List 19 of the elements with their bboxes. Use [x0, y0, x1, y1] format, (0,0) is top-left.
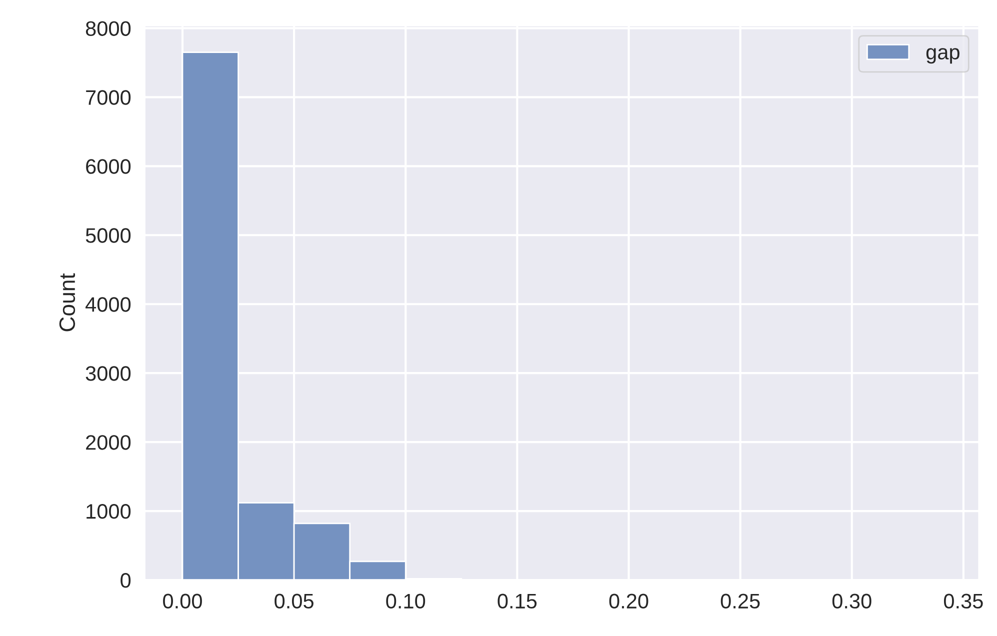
y-tick-label: 3000 [86, 366, 131, 381]
x-tick-label: 0.35 [944, 594, 983, 609]
y-tick-label: 4000 [86, 297, 131, 312]
y-tick-label: 5000 [86, 228, 131, 243]
x-tick-label: 0.10 [386, 594, 426, 609]
y-tick-label: 8000 [86, 21, 131, 36]
y-tick-label: 7000 [86, 90, 131, 105]
y-axis-title: Count [59, 273, 76, 332]
x-tick-label: 0.05 [274, 594, 314, 609]
y-tick-label: 2000 [86, 435, 131, 450]
y-tick-label: 6000 [86, 159, 131, 174]
x-tick-label: 0.00 [163, 594, 202, 609]
y-tick-label: 0 [120, 573, 131, 588]
y-tick-label: 1000 [86, 504, 131, 519]
legend-label: gap [926, 48, 960, 64]
x-tick-label: 0.15 [498, 594, 537, 609]
x-tick-label: 0.25 [720, 594, 760, 609]
x-tick-label: 0.30 [832, 594, 872, 609]
x-tick-label: 0.20 [609, 594, 648, 609]
